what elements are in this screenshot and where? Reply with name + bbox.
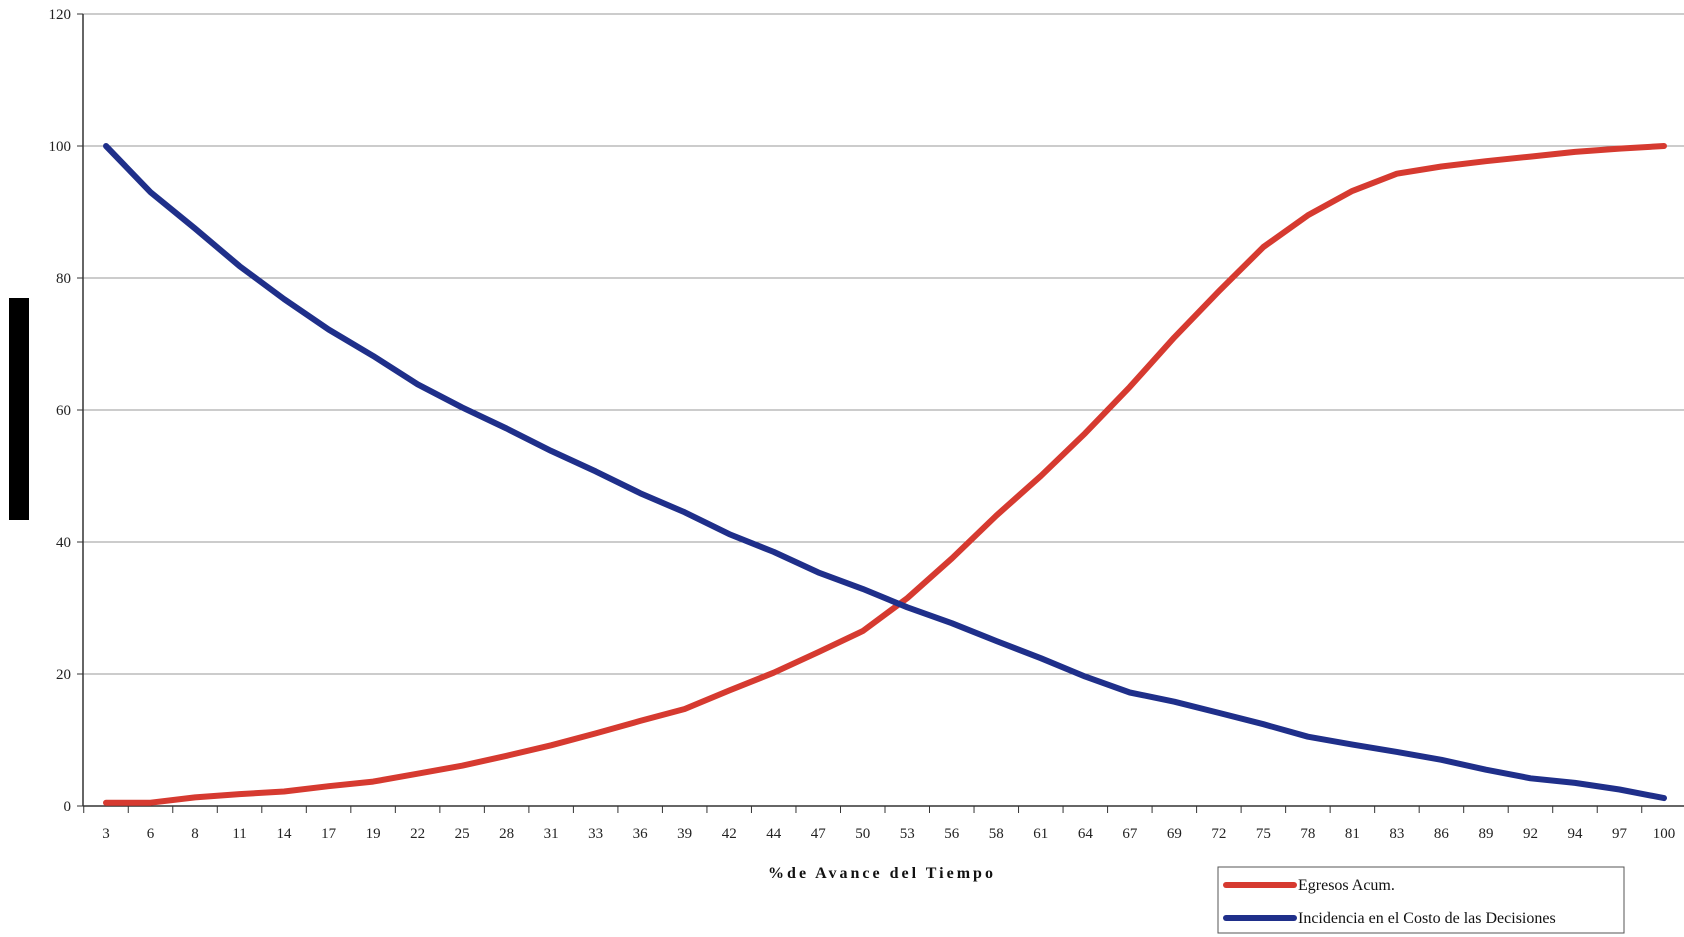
x-axis-ticks: 3 6 8 11 14 17 19 22 25 28 31 33 36 39 42 44 47 50 53 56 58 6…	[83, 806, 1676, 842]
x-tick-label: 6	[147, 826, 155, 842]
x-tick-label: 47	[811, 826, 827, 842]
x-tick-label: 36	[633, 826, 649, 842]
series-line-egresos-acum	[103, 143, 1667, 806]
x-tick-label: 31	[544, 826, 559, 842]
x-tick-label: 42	[722, 826, 737, 842]
x-tick-label: 67	[1122, 826, 1138, 842]
x-tick-label: 64	[1078, 826, 1094, 842]
x-tick-label: 81	[1345, 826, 1360, 842]
x-tick-label: 14	[277, 826, 293, 842]
x-tick-label: 58	[989, 826, 1004, 842]
grid-lines	[83, 13, 1684, 675]
x-tick-label: 83	[1389, 826, 1404, 842]
legend-box	[1217, 866, 1625, 934]
x-tick-label: 8	[191, 826, 199, 842]
x-tick-label: 97	[1612, 826, 1628, 842]
x-tick-label: 72	[1211, 826, 1226, 842]
x-tick-label: 25	[455, 826, 470, 842]
y-axis-ticks: 0 20 40 60 80 100 120	[49, 7, 83, 815]
y-tick-label: 60	[56, 403, 71, 419]
x-tick-label: 78	[1300, 826, 1315, 842]
legend-entry-label: Egresos Acum.	[1298, 877, 1395, 894]
x-tick-label: 17	[321, 826, 337, 842]
y-tick-label: 20	[56, 667, 71, 683]
x-tick-label: 56	[944, 826, 960, 842]
x-tick-label: 86	[1434, 826, 1450, 842]
y-tick-label: 0	[64, 799, 72, 815]
y-tick-label: 120	[49, 7, 72, 23]
x-tick-label: 44	[766, 826, 782, 842]
x-tick-label: 28	[499, 826, 514, 842]
legend-entry-label: Incidencia en el Costo de las Decisiones	[1298, 910, 1556, 927]
legend: Egresos Acum. Incidencia en el Costo de l…	[1217, 866, 1625, 934]
x-tick-label: 100	[1653, 826, 1676, 842]
x-tick-label: 92	[1523, 826, 1538, 842]
x-tick-label: 61	[1033, 826, 1048, 842]
y-tick-label: 80	[56, 271, 71, 287]
x-tick-label: 69	[1167, 826, 1182, 842]
x-tick-label: 19	[366, 826, 381, 842]
x-tick-label: 50	[855, 826, 870, 842]
series-line-incidencia-costo-decisiones	[103, 143, 1667, 802]
x-tick-label: 11	[232, 826, 246, 842]
x-tick-label: 53	[900, 826, 915, 842]
y-tick-label: 100	[49, 139, 72, 155]
y-axis-label-redaction-bar	[9, 298, 29, 520]
x-tick-label: 75	[1256, 826, 1271, 842]
x-tick-label: 39	[677, 826, 692, 842]
x-tick-label: 22	[410, 826, 425, 842]
series-lines	[103, 143, 1667, 806]
x-tick-label: 94	[1567, 826, 1583, 842]
x-tick-label: 89	[1478, 826, 1493, 842]
x-axis-title: %de Avance del Tiempo	[768, 865, 996, 882]
x-tick-label: 3	[102, 826, 110, 842]
y-tick-label: 40	[56, 535, 71, 551]
x-tick-label: 33	[588, 826, 603, 842]
